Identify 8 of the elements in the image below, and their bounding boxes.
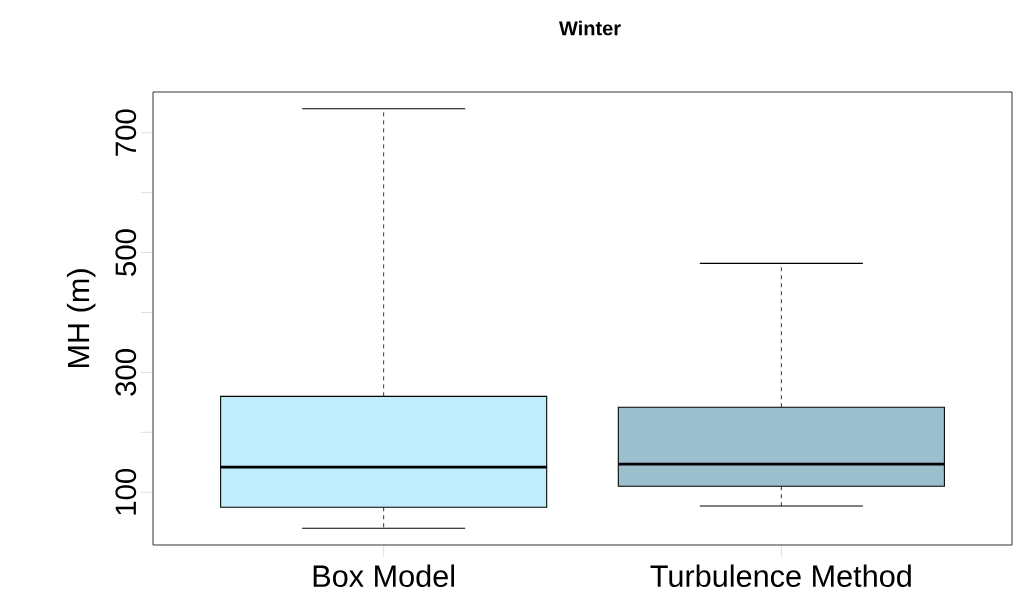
y-axis-title: MH (m) xyxy=(66,269,96,368)
y-tick-label: 700 xyxy=(115,109,137,156)
y-tick-label: 100 xyxy=(115,468,137,515)
x-tick-label: Turbulence Method xyxy=(650,564,911,588)
y-tick-label: 300 xyxy=(115,349,137,396)
x-tick-label: Box Model xyxy=(313,564,455,588)
y-tick-label: 500 xyxy=(115,229,137,276)
chart-title: Winter xyxy=(559,20,621,36)
